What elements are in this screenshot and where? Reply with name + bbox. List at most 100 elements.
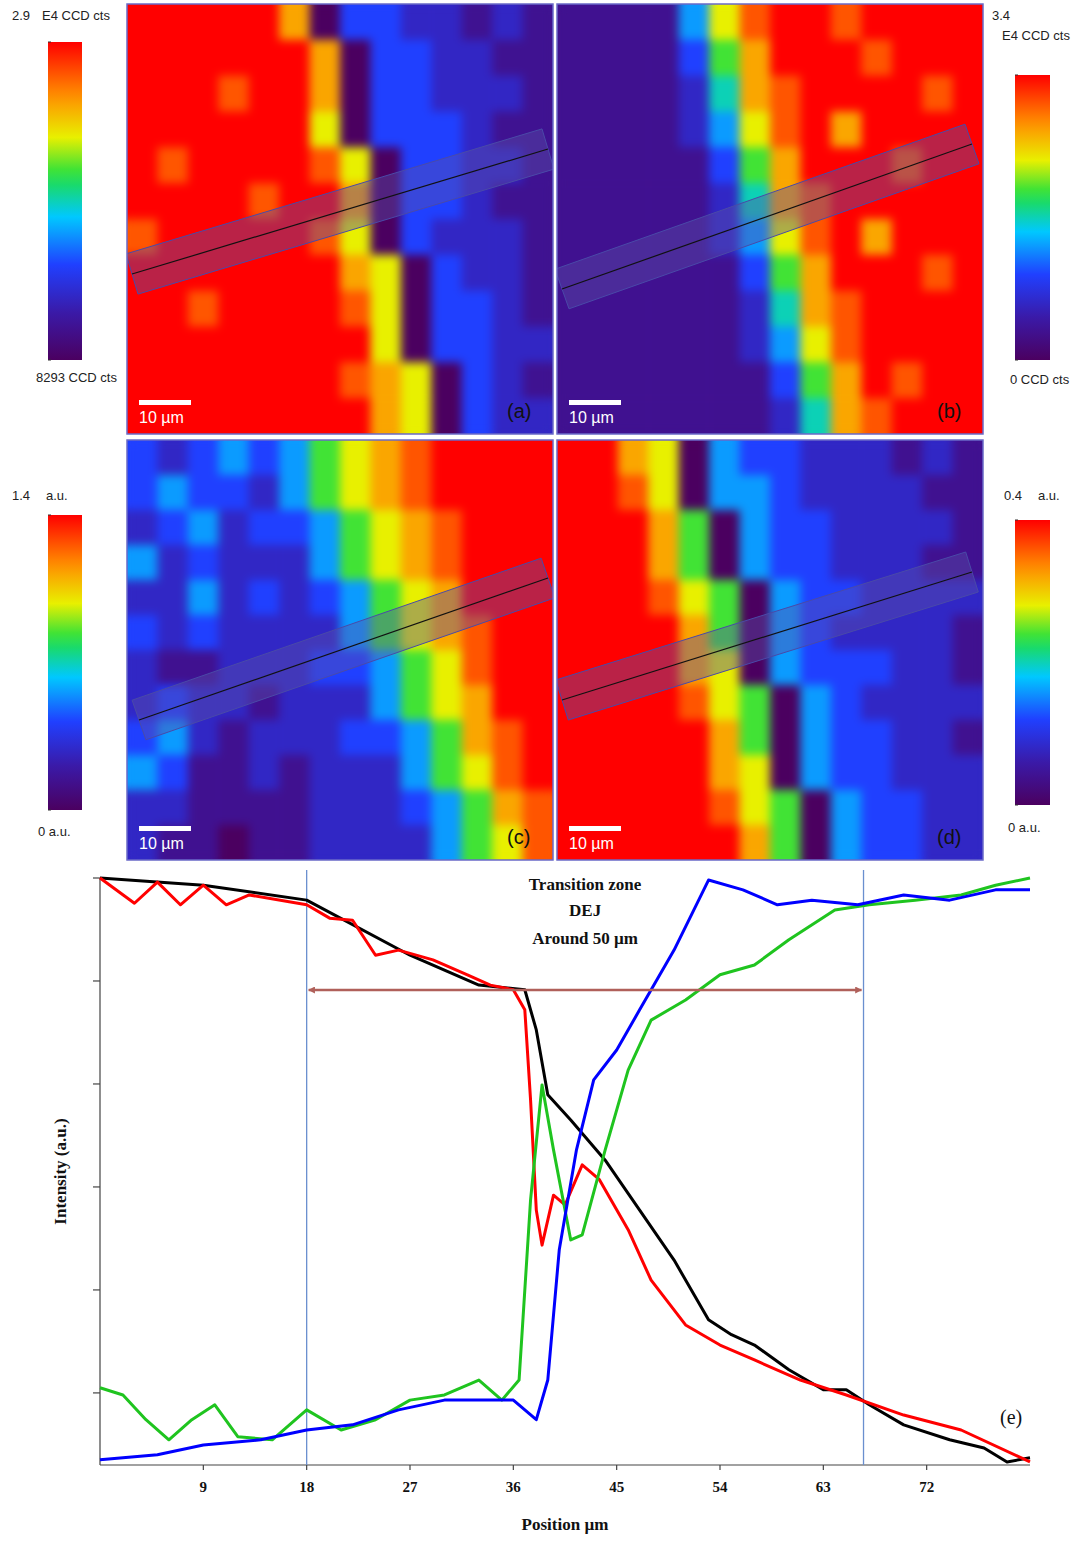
heat-cell bbox=[953, 510, 983, 546]
heat-cell bbox=[922, 327, 953, 363]
heat-cell bbox=[492, 615, 523, 651]
heat-cell bbox=[127, 440, 158, 476]
heat-cell bbox=[370, 685, 401, 721]
heat-cell bbox=[800, 755, 831, 791]
colorbar-label: 0 a.u. bbox=[1008, 820, 1041, 835]
heat-cell bbox=[218, 475, 249, 511]
heat-cell bbox=[492, 510, 523, 546]
heat-cell bbox=[431, 720, 462, 756]
heat-cell bbox=[770, 825, 801, 860]
heat-cell bbox=[188, 362, 219, 398]
y-axis-title: Intensity (a.u.) bbox=[51, 1118, 70, 1224]
colorbar-label: 0.4 bbox=[1004, 488, 1022, 503]
heat-cell bbox=[831, 475, 862, 511]
heat-cell bbox=[279, 545, 310, 581]
colorbar-tick bbox=[1015, 75, 1018, 76]
heat-cell bbox=[492, 362, 523, 398]
profile-curve bbox=[100, 880, 1030, 1460]
heat-cell bbox=[188, 475, 219, 511]
heat-cell bbox=[188, 76, 219, 112]
heat-cell bbox=[127, 327, 158, 363]
heat-cell bbox=[892, 440, 923, 476]
heat-cell bbox=[618, 545, 649, 581]
heat-cell bbox=[679, 147, 710, 183]
heat-cell bbox=[188, 545, 219, 581]
heat-cell bbox=[523, 650, 553, 686]
heat-cell bbox=[523, 790, 553, 826]
heat-cell bbox=[770, 545, 801, 581]
heat-cell bbox=[492, 40, 523, 76]
heat-cell bbox=[127, 40, 158, 76]
heat-cell bbox=[188, 40, 219, 76]
map-frame bbox=[127, 4, 553, 434]
heat-cell bbox=[831, 440, 862, 476]
heat-cell bbox=[740, 790, 771, 826]
colorbar-label: 2.9 bbox=[12, 8, 30, 23]
heat-cell bbox=[587, 580, 618, 616]
heat-cell bbox=[922, 291, 953, 327]
scale-bar bbox=[139, 826, 191, 831]
heat-cell bbox=[188, 327, 219, 363]
heat-cell bbox=[188, 790, 219, 826]
heat-cell bbox=[861, 362, 892, 398]
heat-cell bbox=[340, 545, 371, 581]
heat-cell bbox=[953, 475, 983, 511]
heat-cell bbox=[953, 362, 983, 398]
heat-cell bbox=[523, 255, 553, 291]
heat-cell bbox=[462, 790, 493, 826]
heat-cell bbox=[800, 291, 831, 327]
heat-cell bbox=[401, 545, 432, 581]
heat-cell bbox=[831, 545, 862, 581]
heat-cell bbox=[218, 825, 249, 860]
heat-cell bbox=[709, 4, 740, 40]
heat-cell bbox=[953, 327, 983, 363]
heat-cell bbox=[922, 362, 953, 398]
heat-cell bbox=[861, 4, 892, 40]
map bbox=[557, 4, 983, 434]
x-tick bbox=[306, 1465, 307, 1470]
heat-cell bbox=[218, 183, 249, 219]
heat-cell bbox=[648, 545, 679, 581]
heat-cell bbox=[557, 790, 588, 826]
heat-cell bbox=[279, 40, 310, 76]
heat-cell bbox=[587, 4, 618, 40]
heat-cell bbox=[831, 362, 862, 398]
heat-cell bbox=[861, 219, 892, 255]
heat-cell bbox=[188, 510, 219, 546]
heat-cell bbox=[127, 147, 158, 183]
colorbar-tick bbox=[48, 360, 51, 361]
heat-cell bbox=[618, 362, 649, 398]
heat-cell bbox=[310, 147, 341, 183]
heat-cell bbox=[249, 362, 280, 398]
heat-cell bbox=[340, 720, 371, 756]
heat-cell bbox=[709, 440, 740, 476]
map bbox=[127, 440, 553, 860]
heat-cell bbox=[831, 76, 862, 112]
heat-cell bbox=[157, 790, 188, 826]
heat-cell bbox=[127, 615, 158, 651]
colorbar-label: 1.4 bbox=[12, 488, 30, 503]
heat-cell bbox=[800, 4, 831, 40]
map bbox=[127, 4, 553, 434]
heat-cell bbox=[709, 545, 740, 581]
heat-cell bbox=[279, 580, 310, 616]
heat-cell bbox=[462, 720, 493, 756]
x-tick bbox=[926, 1465, 927, 1470]
heat-cell bbox=[800, 685, 831, 721]
heat-cell bbox=[401, 755, 432, 791]
heat-cell bbox=[401, 327, 432, 363]
heat-cell bbox=[953, 40, 983, 76]
heat-cell bbox=[462, 40, 493, 76]
x-tick bbox=[513, 1465, 514, 1470]
heat-cell bbox=[892, 291, 923, 327]
heat-cell bbox=[370, 219, 401, 255]
heat-cell bbox=[648, 440, 679, 476]
heat-cell bbox=[462, 398, 493, 434]
label-patch bbox=[998, 1405, 1024, 1430]
heat-cell bbox=[401, 790, 432, 826]
heat-cell bbox=[340, 40, 371, 76]
heat-cell bbox=[587, 475, 618, 511]
heat-cell bbox=[127, 183, 158, 219]
heat-cell bbox=[340, 327, 371, 363]
heat-cell bbox=[249, 580, 280, 616]
